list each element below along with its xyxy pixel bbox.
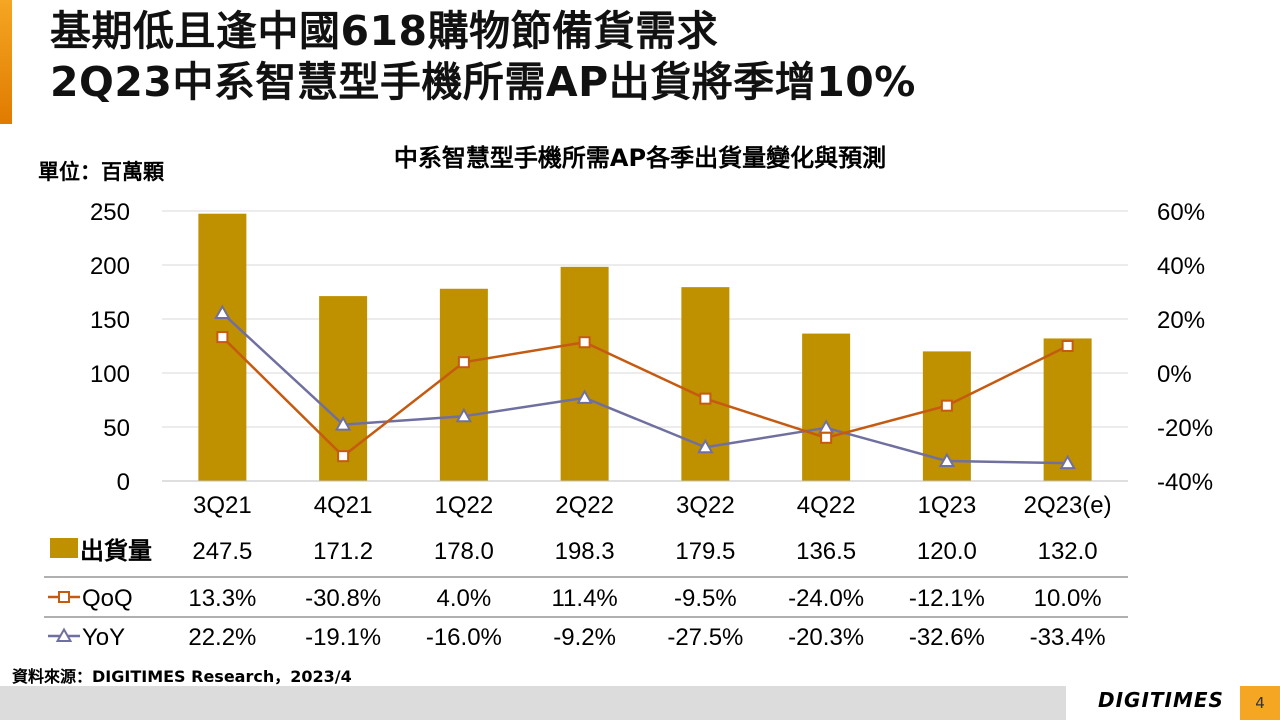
- data-table-cell: 4.0%: [437, 585, 492, 612]
- yoy-marker: [334, 416, 352, 431]
- yoy-marker: [576, 389, 593, 404]
- legend-key-qoq-marker: [58, 591, 70, 603]
- qoq-marker: [1061, 340, 1074, 352]
- yoy-marker: [1059, 454, 1076, 470]
- x-tick-label: 4Q21: [314, 492, 373, 519]
- y-tick-label: 250: [90, 199, 130, 226]
- data-table-cell: -19.1%: [305, 624, 381, 651]
- bar: [802, 333, 851, 481]
- legend-label-qoq: QoQ: [82, 585, 133, 612]
- qoq-marker: [457, 356, 470, 369]
- y2-tick-label: 20%: [1157, 307, 1205, 334]
- digitimes-logo: DIGITIMES: [1098, 688, 1224, 712]
- y2-tick-label: -40%: [1157, 469, 1213, 496]
- data-table-cell: -16.0%: [426, 624, 502, 651]
- x-tick-label: 1Q23: [918, 492, 977, 519]
- data-table-cell: 171.2: [313, 538, 373, 565]
- y-tick-label: 150: [90, 307, 130, 334]
- data-table-cell: 247.5: [192, 538, 252, 565]
- data-table-cell: -9.5%: [674, 585, 737, 612]
- yoy-marker: [697, 438, 714, 454]
- legend-label-yoy: YoY: [82, 624, 125, 651]
- data-table-cell: -20.3%: [788, 624, 864, 651]
- y2-tick-label: -20%: [1157, 415, 1213, 442]
- data-table-cell: -24.0%: [788, 585, 864, 612]
- qoq-marker: [940, 399, 953, 412]
- yoy-marker: [455, 407, 473, 423]
- qoq-marker: [216, 331, 229, 344]
- data-table-cell: -32.6%: [909, 624, 985, 651]
- accent-bar: [0, 0, 12, 124]
- data-table-cell: 132.0: [1038, 538, 1098, 565]
- data-table-cell: 22.2%: [188, 624, 256, 651]
- data-table-cell: -33.4%: [1030, 624, 1106, 651]
- title-line-2: 2Q23中系智慧型手機所需AP出貨將季增10%: [50, 58, 916, 106]
- y2-tick-label: 0%: [1157, 361, 1192, 388]
- legend-key-bar: [50, 538, 78, 558]
- y2-tick-label: 60%: [1157, 199, 1205, 226]
- source-note: 資料來源：DIGITIMES Research，2023/4: [12, 667, 352, 686]
- qoq-marker: [578, 336, 591, 349]
- qoq-line: [221, 336, 1069, 458]
- y-tick-label: 50: [103, 415, 130, 442]
- data-table-cell: 11.4%: [551, 585, 617, 612]
- data-table-cell: -12.1%: [909, 585, 985, 612]
- x-tick-label: 3Q21: [193, 492, 252, 519]
- yoy-marker: [938, 452, 956, 468]
- data-table-cell: 13.3%: [188, 585, 256, 612]
- bar: [198, 213, 247, 481]
- x-tick-label: 3Q22: [676, 492, 735, 519]
- data-table-cell: 10.0%: [1034, 585, 1102, 612]
- unit-label: 單位：百萬顆: [38, 160, 164, 184]
- bar: [439, 288, 488, 481]
- title-line-1: 基期低且逢中國618購物節備貨需求: [50, 7, 719, 55]
- yoy-line: [221, 312, 1068, 465]
- data-table-cell: 179.5: [675, 538, 735, 565]
- y-tick-label: 100: [90, 361, 130, 388]
- x-tick-label: 4Q22: [797, 492, 856, 519]
- data-table-cell: 178.0: [434, 538, 494, 565]
- qoq-marker: [699, 392, 712, 405]
- data-table-cell: -9.2%: [553, 624, 616, 651]
- slide-title: 基期低且逢中國618購物節備貨需求 2Q23中系智慧型手機所需AP出貨將季增10…: [50, 6, 916, 108]
- qoq-marker: [820, 431, 833, 444]
- bar: [560, 266, 609, 481]
- combo-chart: 250 60% 200 40% 150 20% 100 0% 50 -20% 0 -40% 3Q21 4Q…: [44, 199, 1213, 651]
- page-number: 4: [1240, 686, 1280, 720]
- legend-label-bar: 出貨量: [80, 537, 152, 565]
- x-tick-label: 2Q23(e): [1024, 492, 1112, 519]
- y-tick-label: 0: [117, 469, 130, 496]
- chart-title-text: 中系智慧型手機所需AP各季出貨量變化與預測: [393, 144, 887, 172]
- data-table-cell: 136.5: [796, 538, 856, 565]
- yoy-marker: [214, 304, 231, 320]
- y2-tick-label: 40%: [1157, 253, 1205, 280]
- y-tick-label: 200: [90, 253, 130, 280]
- legend-key-yoy-marker: [55, 627, 73, 642]
- data-table-cell: 120.0: [917, 538, 977, 565]
- x-tick-label: 2Q22: [555, 492, 614, 519]
- footer-bar: [0, 686, 1066, 720]
- data-table-cell: -30.8%: [305, 585, 381, 612]
- data-table-cell: 198.3: [555, 538, 615, 565]
- x-tick-label: 1Q22: [435, 492, 494, 519]
- data-table-cell: -27.5%: [667, 624, 743, 651]
- qoq-marker: [337, 450, 350, 463]
- chart-title: 中系智慧型手機所需AP各季出貨量變化與預測: [0, 138, 1280, 173]
